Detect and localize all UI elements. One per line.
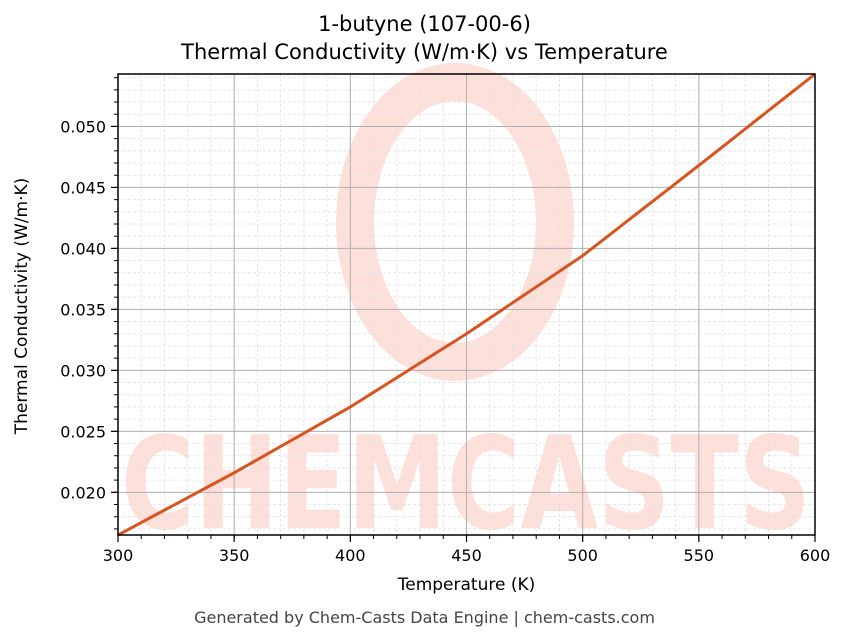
x-tick-label: 350 <box>219 546 250 565</box>
x-tick-label: 500 <box>567 546 598 565</box>
x-tick-label: 600 <box>800 546 831 565</box>
y-tick-label: 0.040 <box>60 239 106 258</box>
x-tick-label: 300 <box>103 546 134 565</box>
y-tick-labels: 0.020 0.025 0.030 0.035 0.040 0.045 0.050 <box>60 117 106 502</box>
y-tick-label: 0.035 <box>60 300 106 319</box>
data-line <box>117 72 816 537</box>
y-tick-label: 0.045 <box>60 178 106 197</box>
y-tick-label: 0.050 <box>60 117 106 136</box>
x-tick-label: 550 <box>684 546 715 565</box>
x-axis-label: Temperature (K) <box>397 575 536 595</box>
y-tick-label: 0.025 <box>60 422 106 441</box>
axis-ticks <box>111 77 816 542</box>
y-tick-label: 0.030 <box>60 361 106 380</box>
x-tick-label: 450 <box>451 546 482 565</box>
y-tick-label: 0.020 <box>60 483 106 502</box>
x-tick-labels: 300 350 400 450 500 550 600 <box>103 546 831 565</box>
grid <box>117 74 816 535</box>
chart-title-line1: 1-butyne (107-00-6) <box>318 12 531 36</box>
chart-title-line2: Thermal Conductivity (W/m·K) vs Temperat… <box>181 40 668 64</box>
y-axis-label: Thermal Conductivity (W/m·K) <box>12 177 32 435</box>
x-tick-label: 400 <box>335 546 366 565</box>
footer-credit: Generated by Chem-Casts Data Engine | ch… <box>194 608 655 627</box>
